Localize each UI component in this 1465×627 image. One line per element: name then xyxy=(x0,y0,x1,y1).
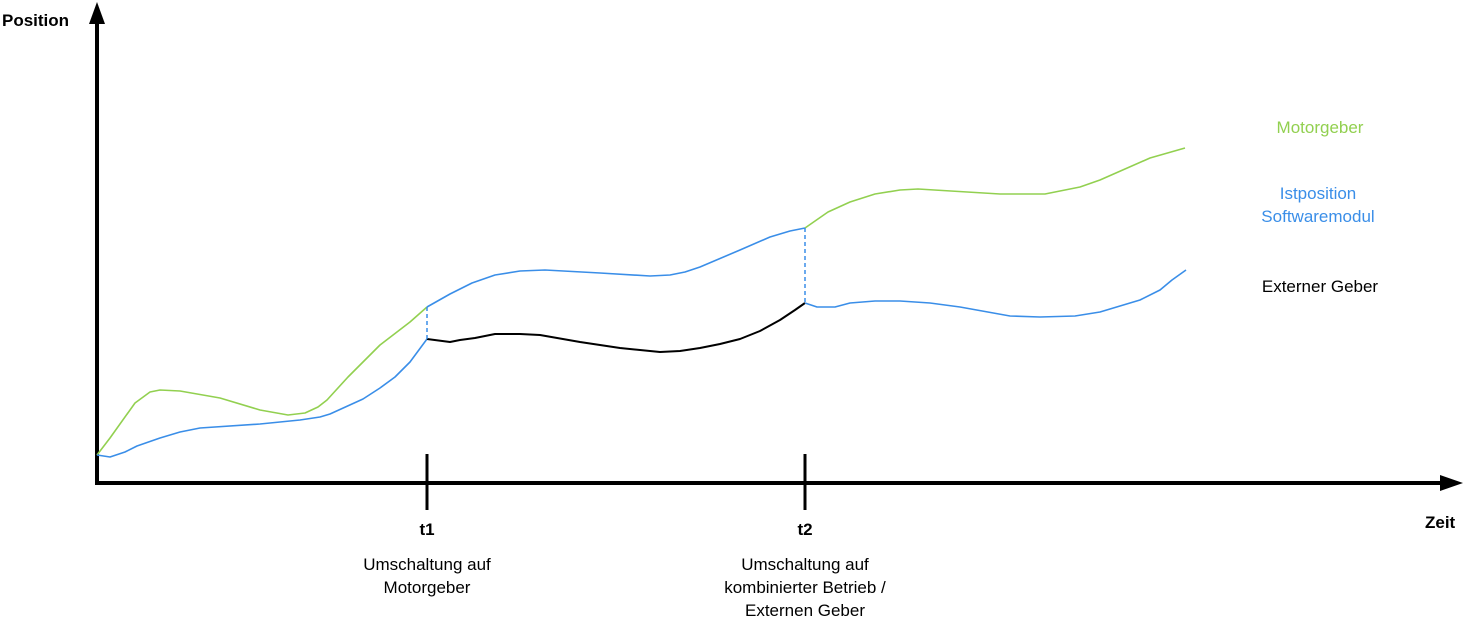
istposition-curve-1 xyxy=(426,227,806,308)
t2-caption-line: Umschaltung auf xyxy=(741,555,869,574)
motorgeber-curve-2 xyxy=(804,147,1186,229)
x-axis-arrow xyxy=(1440,475,1463,491)
y-axis-label: Position xyxy=(2,11,70,30)
externer-geber-curve xyxy=(426,302,806,353)
t2-caption-line: kombinierter Betrieb / xyxy=(724,578,886,597)
t2-caption: Umschaltung auf kombinierter Betrieb / E… xyxy=(695,553,915,622)
legend-externer-geber: Externer Geber xyxy=(1261,277,1379,296)
legend-istposition-line: Istposition xyxy=(1279,184,1357,203)
t1-label: t1 xyxy=(419,520,435,539)
istposition-curve-0 xyxy=(96,338,428,458)
y-axis-arrow xyxy=(89,2,105,24)
istposition-curve-2 xyxy=(804,269,1187,318)
legend-istposition: Istposition Softwaremodul xyxy=(1218,182,1418,228)
motorgeber-curve-1 xyxy=(96,306,428,456)
legend-istposition-line: Softwaremodul xyxy=(1261,207,1375,226)
t1-caption-line: Motorgeber xyxy=(383,578,471,597)
legend-motorgeber: Motorgeber xyxy=(1276,118,1364,137)
t2-label: t2 xyxy=(797,520,813,539)
t1-caption: Umschaltung auf Motorgeber xyxy=(327,553,527,599)
t2-caption-line: Externen Geber xyxy=(744,601,865,620)
t1-caption-line: Umschaltung auf xyxy=(363,555,491,574)
x-axis-label: Zeit xyxy=(1425,513,1456,532)
